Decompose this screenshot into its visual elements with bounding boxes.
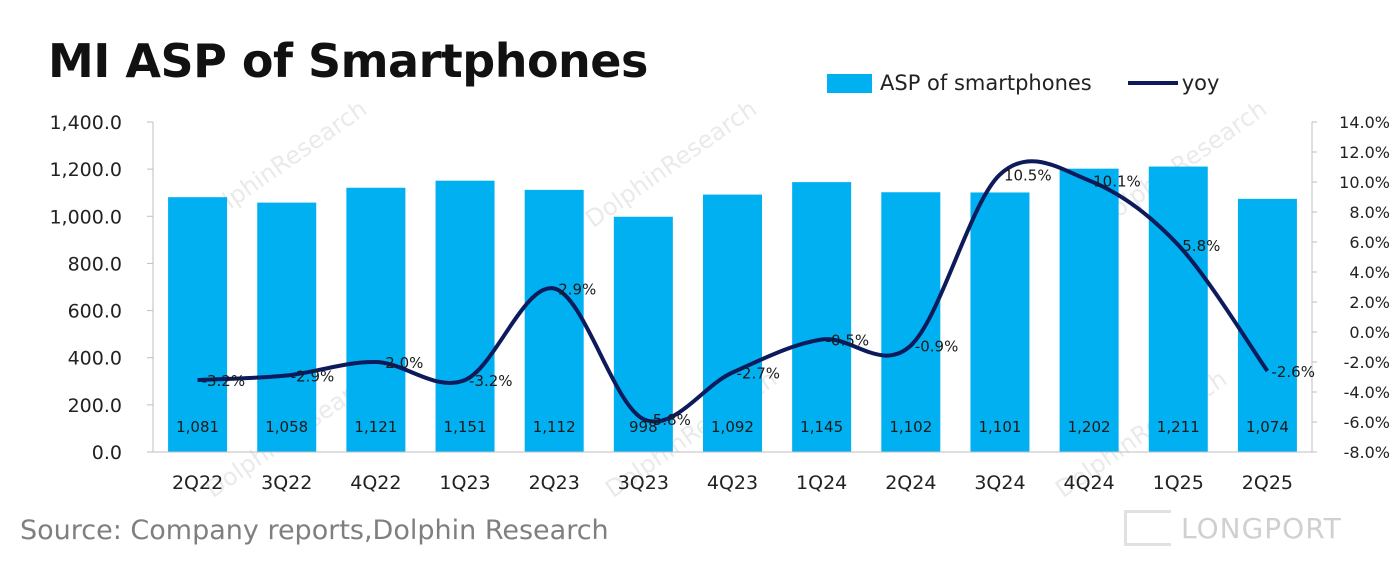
chart-legend: ASP of smartphones yoy [827, 66, 1219, 100]
y-tick-label-right: 8.0% [1349, 203, 1390, 222]
y-tick-label-right: 4.0% [1349, 263, 1390, 282]
yoy-value-label: -0.9% [915, 338, 959, 356]
legend-label-yoy: yoy [1181, 71, 1220, 95]
yoy-value-label: -3.2% [202, 372, 246, 390]
bar [881, 192, 941, 452]
chart-source: Source: Company reports,Dolphin Research [20, 515, 609, 546]
bar-value-label: 1,101 [978, 418, 1021, 436]
yoy-value-label: -2.9% [291, 368, 335, 386]
bar-value-label: 1,058 [265, 418, 308, 436]
yoy-value-label: 10.1% [1093, 173, 1141, 191]
legend-label-asp: ASP of smartphones [880, 71, 1092, 95]
bar-value-label: 1,112 [533, 418, 576, 436]
x-tick-label: 3Q24 [974, 472, 1025, 494]
bar-value-label: 1,081 [176, 418, 219, 436]
yoy-value-label: -2.0% [380, 354, 424, 372]
legend-swatch-asp [827, 73, 872, 93]
y-tick-label-right: 0.0% [1349, 323, 1390, 342]
yoy-value-label: 5.8% [1182, 237, 1220, 255]
yoy-value-label: -2.7% [737, 365, 781, 383]
x-tick-label: 4Q22 [350, 472, 401, 494]
longport-logo-text: LONGPORT [1181, 511, 1342, 545]
x-tick-label: 2Q22 [172, 472, 223, 494]
y-tick-label-right: 2.0% [1349, 293, 1390, 312]
bar [168, 197, 228, 452]
bar-value-label: 1,092 [711, 418, 754, 436]
bar-value-label: 1,102 [889, 418, 932, 436]
bar [703, 194, 762, 452]
bar-value-label: 1,211 [1157, 418, 1200, 436]
x-tick-label: 2Q23 [529, 472, 580, 494]
y-tick-label-right: 12.0% [1339, 143, 1390, 162]
y-tick-label-right: -2.0% [1344, 353, 1390, 372]
y-tick-label-left: 400.0 [68, 348, 122, 370]
x-tick-label: 1Q23 [439, 472, 490, 494]
bar [1059, 168, 1119, 452]
y-tick-label-right: -4.0% [1344, 383, 1390, 402]
y-tick-label-left: 1,400.0 [49, 112, 122, 134]
yoy-value-label: -5.8% [647, 411, 691, 429]
y-tick-label-left: 1,200.0 [49, 159, 122, 181]
y-tick-label-left: 1,000.0 [49, 206, 122, 228]
yoy-value-label: -2.6% [1271, 363, 1315, 381]
bar [613, 216, 673, 452]
bar-value-label: 1,145 [800, 418, 843, 436]
bar [792, 182, 852, 452]
bar [346, 187, 406, 452]
bar [1148, 166, 1208, 453]
y-tick-label-right: -6.0% [1344, 413, 1390, 432]
y-tick-label-right: 14.0% [1339, 113, 1390, 132]
longport-logo: LONGPORT [1124, 510, 1342, 546]
yoy-value-label: 2.9% [558, 281, 596, 299]
yoy-line [197, 159, 1270, 424]
x-tick-label: 4Q23 [707, 472, 758, 494]
bar-value-label: 1,074 [1246, 418, 1289, 436]
yoy-value-label: -0.5% [826, 332, 870, 350]
x-tick-label: 1Q24 [796, 472, 847, 494]
bar [524, 189, 584, 452]
y-tick-label-left: 200.0 [68, 395, 122, 417]
x-tick-label: 3Q22 [261, 472, 312, 494]
yoy-value-label: -3.2% [469, 372, 513, 390]
x-tick-label: 4Q24 [1063, 472, 1114, 494]
x-tick-label: 2Q24 [885, 472, 936, 494]
y-tick-label-right: 10.0% [1339, 173, 1390, 192]
longport-logo-mark [1124, 510, 1171, 546]
y-tick-label-left: 800.0 [68, 253, 122, 275]
bar [1237, 198, 1297, 452]
y-tick-label-left: 600.0 [68, 301, 122, 323]
x-tick-label: 2Q25 [1242, 472, 1293, 494]
legend-swatch-yoy [1127, 81, 1178, 85]
chart-title: MI ASP of Smartphones [48, 34, 648, 88]
bar-value-label: 998 [629, 418, 658, 436]
x-tick-label: 1Q25 [1153, 472, 1204, 494]
y-tick-label-right: 6.0% [1349, 233, 1390, 252]
bar-value-label: 1,121 [354, 418, 397, 436]
bar [435, 180, 495, 452]
y-tick-label-left: 0.0 [92, 442, 122, 464]
y-tick-label-right: -8.0% [1344, 443, 1390, 462]
yoy-value-label: 10.5% [1004, 167, 1052, 185]
bar [257, 202, 317, 452]
bar-value-label: 1,202 [1068, 418, 1111, 436]
bar-value-label: 1,151 [444, 418, 487, 436]
x-tick-label: 3Q23 [618, 472, 669, 494]
bar [970, 192, 1030, 452]
